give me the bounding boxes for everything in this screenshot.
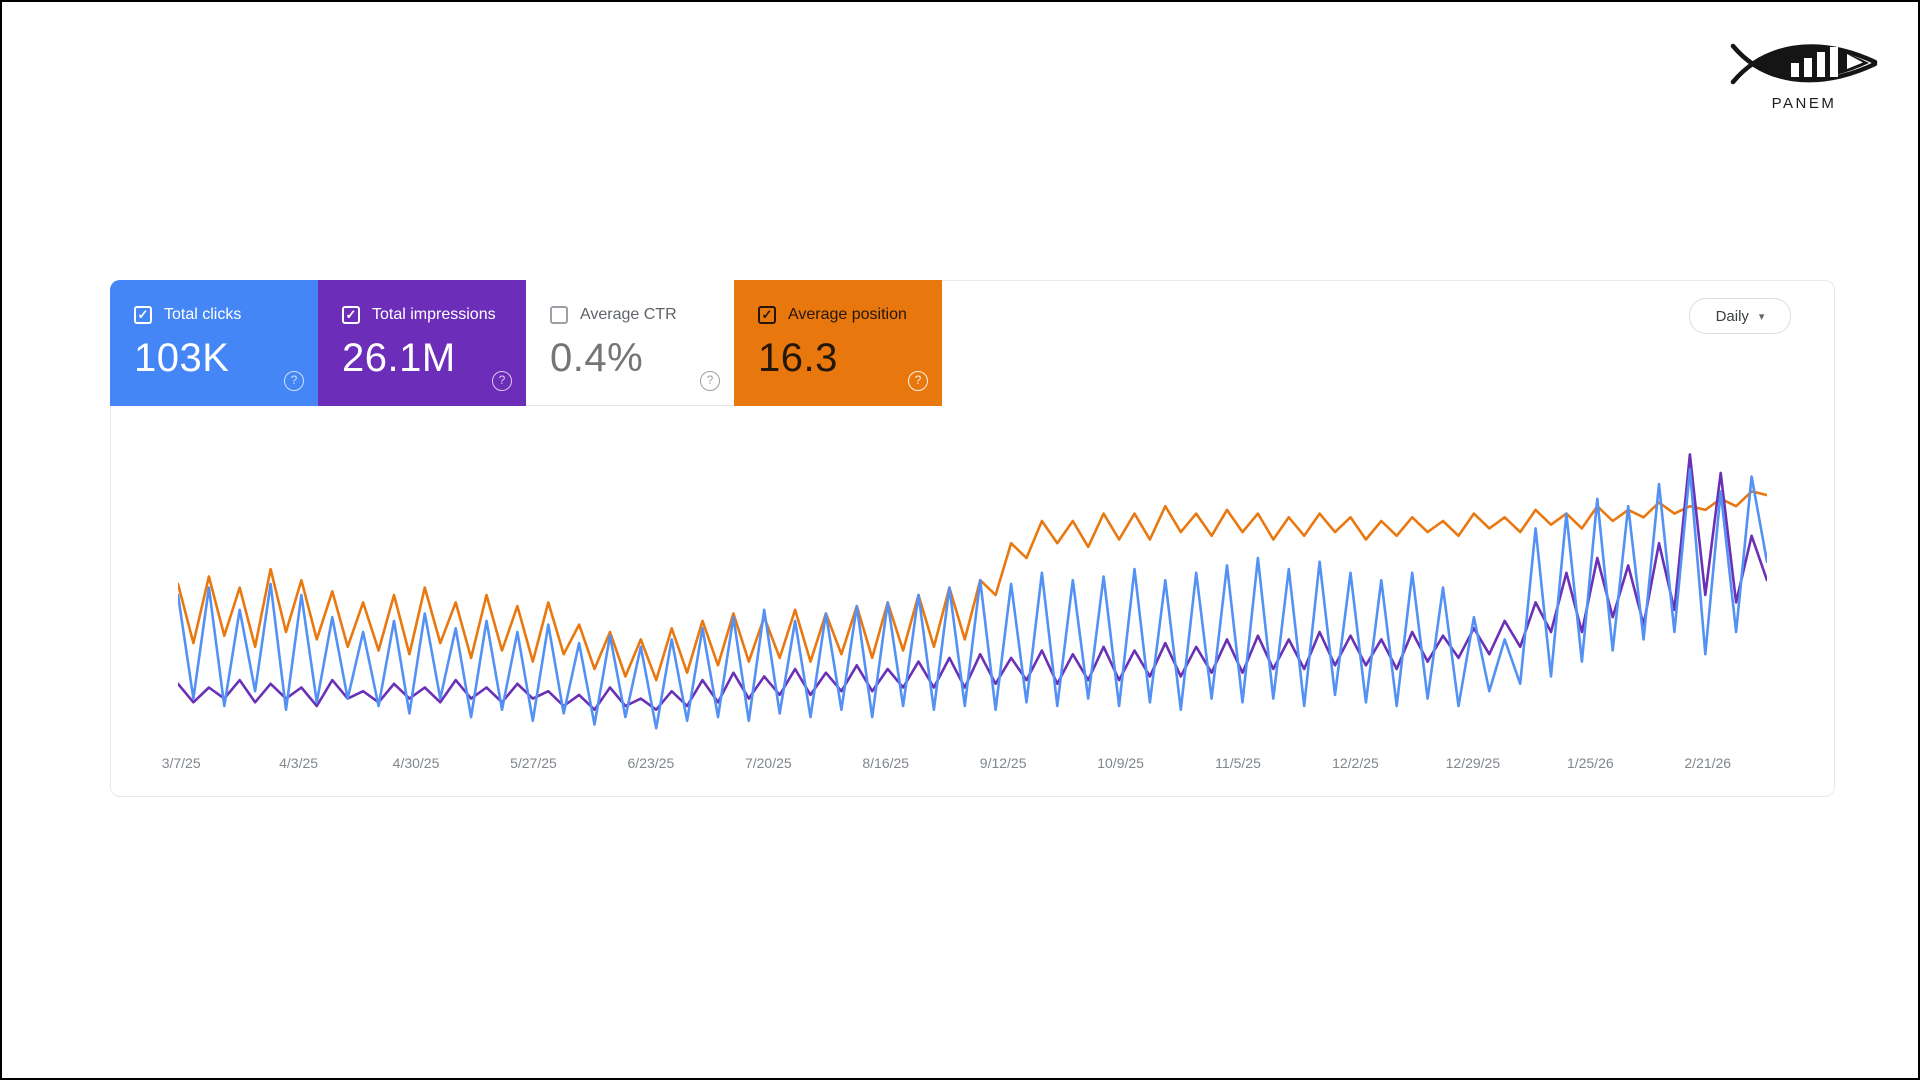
metric-card-impressions[interactable]: ✓ Total impressions 26.1M? [318,280,526,406]
checkbox-clicks[interactable]: ✓ [134,306,152,324]
help-icon[interactable]: ? [700,371,720,391]
series-line-average-position [178,490,1767,682]
x-tick-label: 8/16/25 [862,755,910,771]
metric-card-value: 16.3 [758,336,838,380]
x-tick-label: 11/5/25 [1215,755,1261,771]
checkbox-impressions[interactable]: ✓ [342,306,360,324]
fish-barchart-icon [1730,43,1878,85]
x-axis-tick-labels: 3/7/25 4/3/25 4/30/25 5/27/25 6/23/25 7/20/25… [162,755,1767,775]
x-tick-label: 3/7/25 [161,755,201,771]
x-tick-label: 4/30/25 [392,755,440,771]
metric-card-header: Average CTR [550,306,734,324]
series-line-total-clicks [178,467,1767,730]
checkbox-ctr[interactable] [550,306,568,324]
metric-card-label: Average CTR [580,306,677,323]
metric-card-value: 0.4% [550,336,644,380]
performance-panel: ✓ Total clicks 103K? ✓ Total impressions 26.1… [110,280,1835,797]
chart-plot-svg [178,453,1767,730]
metric-card-clicks[interactable]: ✓ Total clicks 103K? [110,280,318,406]
x-tick-label: 1/25/26 [1566,755,1614,771]
x-tick-label: 10/9/25 [1097,755,1144,771]
brand-name: PANEM [1771,95,1837,112]
metric-card-value: 26.1M [342,336,456,380]
metric-card-label: Total clicks [164,306,242,323]
panem-logo: PANEM [1728,32,1880,112]
metric-cards: ✓ Total clicks 103K? ✓ Total impressions 26.1… [110,280,942,406]
chart-plot-area[interactable] [178,341,1767,751]
x-tick-label: 5/27/25 [510,755,557,771]
x-tick-label: 12/2/25 [1332,755,1379,771]
metric-card-position[interactable]: ✓ Average position 16.3? [734,280,942,406]
x-tick-label: 7/20/25 [744,755,792,771]
checkbox-position[interactable]: ✓ [758,306,776,324]
help-icon[interactable]: ? [284,371,304,391]
series-line-total-impressions [178,453,1767,712]
help-icon[interactable]: ? [908,371,928,391]
metric-card-label: Average position [788,306,907,323]
x-tick-label: 4/3/25 [279,755,319,771]
chevron-down-icon: ▾ [1758,310,1765,323]
metric-card-value: 103K [134,336,230,380]
help-icon[interactable]: ? [492,371,512,391]
x-tick-label: 6/23/25 [627,755,675,771]
metric-card-header: ✓ Total impressions [342,306,526,324]
metric-card-header: ✓ Total clicks [134,306,318,324]
metric-card-ctr[interactable]: Average CTR 0.4%? [526,280,734,406]
date-grouping-value: Daily [1715,307,1749,325]
x-tick-label: 2/21/26 [1684,755,1732,771]
metric-card-header: ✓ Average position [758,306,942,324]
x-tick-label: 9/12/25 [979,755,1027,771]
metric-card-label: Total impressions [372,306,496,323]
date-grouping-dropdown[interactable]: Daily ▾ [1689,298,1791,334]
x-tick-label: 12/29/25 [1445,755,1501,771]
